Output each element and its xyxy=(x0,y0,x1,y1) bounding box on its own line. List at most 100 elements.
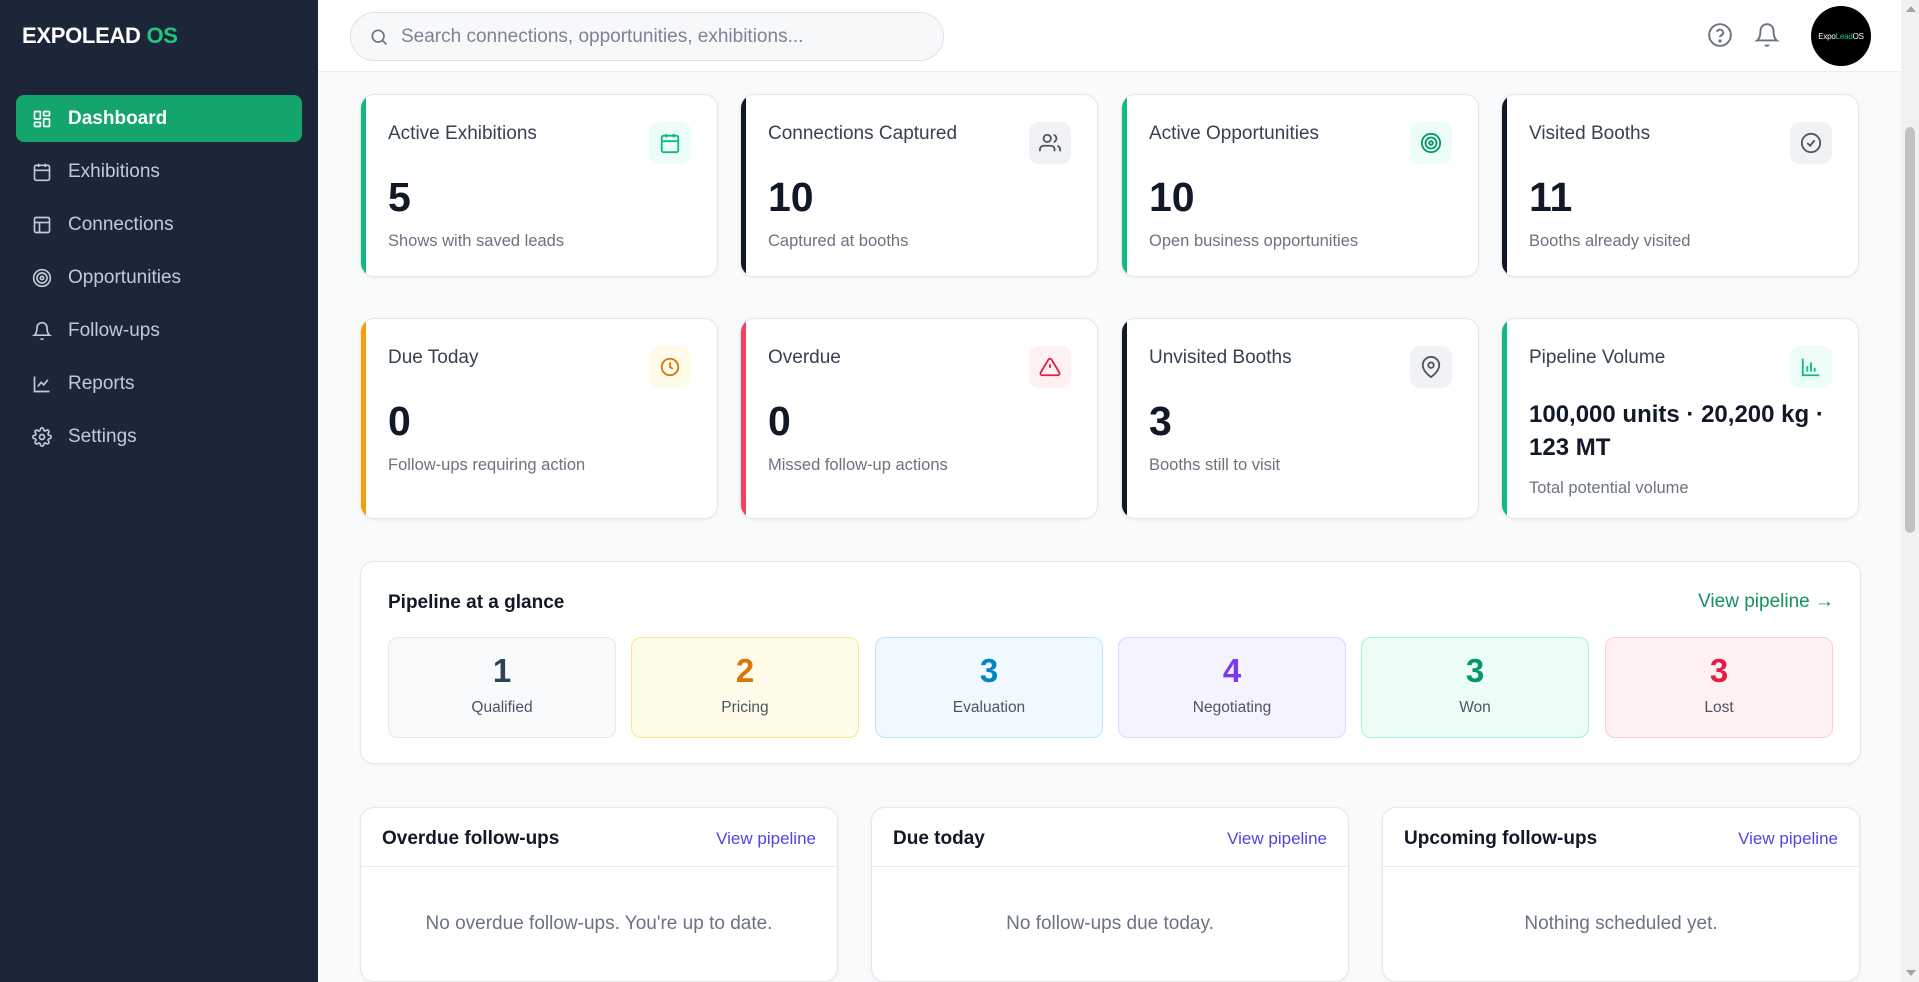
stage-count: 2 xyxy=(735,652,755,689)
panel-header: Due today View pipeline xyxy=(872,808,1348,867)
card-accent-bar xyxy=(361,95,366,276)
card-value: 0 xyxy=(768,398,791,444)
pipeline-panel: Pipeline at a glance View pipeline → 1 Q… xyxy=(360,561,1861,764)
stat-card-visited-booths[interactable]: Visited Booths 11 Booths already visited xyxy=(1501,94,1859,277)
stat-card-unvisited-booths[interactable]: Unvisited Booths 3 Booths still to visit xyxy=(1121,318,1479,519)
sidebar: EXPOLEAD OS Dashboard Exhibitions Connec… xyxy=(0,0,318,982)
scrollbar-thumb[interactable] xyxy=(1905,127,1915,533)
avatar-text-2: Lead xyxy=(1835,31,1853,41)
card-accent-bar xyxy=(1122,95,1127,276)
view-pipeline-link[interactable]: View pipeline → xyxy=(1698,591,1834,612)
bell-icon xyxy=(32,321,52,340)
panel-title: Overdue follow-ups xyxy=(382,828,560,849)
scroll-down-arrow-icon[interactable] xyxy=(1906,970,1916,976)
card-value: 5 xyxy=(388,174,411,220)
table-icon xyxy=(33,216,51,233)
search-box[interactable] xyxy=(350,12,944,61)
card-subtitle: Missed follow-up actions xyxy=(768,456,948,474)
card-value: 10 xyxy=(1149,174,1195,220)
card-value: 100,000 units · 20,200 kg · 123 MT xyxy=(1529,401,1824,461)
target-icon xyxy=(1410,122,1452,164)
stat-card-pipeline-volume[interactable]: Pipeline Volume 100,000 units · 20,200 k… xyxy=(1501,318,1859,519)
stat-card-due-today[interactable]: Due Today 0 Follow-ups requiring action xyxy=(360,318,718,519)
sidebar-item-follow-ups[interactable]: Follow-ups xyxy=(16,307,302,354)
panel-header: Overdue follow-ups View pipeline xyxy=(361,808,837,867)
sidebar-item-settings[interactable]: Settings xyxy=(16,413,302,460)
pipeline-stage-won[interactable]: 3 Won xyxy=(1361,637,1589,738)
clock-icon xyxy=(649,346,691,388)
sidebar-item-label: Reports xyxy=(68,372,135,394)
sidebar-item-opportunities[interactable]: Opportunities xyxy=(16,254,302,301)
panel-header: Upcoming follow-ups View pipeline xyxy=(1383,808,1859,867)
due-today-panel: Due today View pipeline No follow-ups du… xyxy=(871,807,1349,982)
card-accent-bar xyxy=(741,319,746,518)
card-subtitle: Open business opportunities xyxy=(1149,232,1359,250)
brand-accent: OS xyxy=(146,23,178,48)
pipeline-stage-evaluation[interactable]: 3 Evaluation xyxy=(875,637,1103,738)
card-title: Visited Booths xyxy=(1529,123,1651,144)
sidebar-item-connections[interactable]: Connections xyxy=(16,201,302,248)
sidebar-item-exhibitions[interactable]: Exhibitions xyxy=(16,148,302,195)
bell-icon[interactable] xyxy=(1754,22,1780,48)
card-value: 11 xyxy=(1529,174,1573,220)
pipeline-stage-lost[interactable]: 3 Lost xyxy=(1605,637,1833,738)
empty-state-message: Nothing scheduled yet. xyxy=(1524,913,1718,934)
view-pipeline-link[interactable]: View pipeline xyxy=(716,829,816,848)
view-pipeline-link[interactable]: View pipeline xyxy=(1738,829,1838,848)
sidebar-item-label: Exhibitions xyxy=(68,160,160,182)
card-title: Unvisited Booths xyxy=(1149,347,1292,368)
card-value: 10 xyxy=(768,174,814,220)
stage-label: Won xyxy=(1459,699,1491,716)
calendar-icon xyxy=(649,122,691,164)
empty-state-message: No overdue follow-ups. You're up to date… xyxy=(425,913,773,934)
card-accent-bar xyxy=(741,95,746,276)
card-title: Overdue xyxy=(768,347,841,368)
search-input[interactable] xyxy=(401,25,921,48)
card-value: 3 xyxy=(1149,398,1172,444)
stat-card-overdue[interactable]: Overdue 0 Missed follow-up actions xyxy=(740,318,1098,519)
sidebar-item-label: Dashboard xyxy=(68,107,168,129)
check-circle-icon xyxy=(1790,122,1832,164)
avatar[interactable]: Expo Lead OS xyxy=(1811,6,1871,66)
stage-count: 3 xyxy=(1709,652,1729,689)
help-icon[interactable] xyxy=(1707,22,1733,48)
card-value: 0 xyxy=(388,398,411,444)
stage-label: Lost xyxy=(1704,699,1734,716)
view-pipeline-link[interactable]: View pipeline xyxy=(1227,829,1327,848)
card-title: Due Today xyxy=(388,347,479,368)
stat-card-active-opportunities[interactable]: Active Opportunities 10 Open business op… xyxy=(1121,94,1479,277)
brand-name: EXPOLEAD xyxy=(22,23,141,48)
stat-card-connections-captured[interactable]: Connections Captured 10 Captured at boot… xyxy=(740,94,1098,277)
target-icon xyxy=(32,268,52,287)
card-subtitle: Booths already visited xyxy=(1529,232,1691,250)
sidebar-item-label: Follow-ups xyxy=(68,319,160,341)
panel-title: Due today xyxy=(893,828,985,849)
scrollbar[interactable] xyxy=(1901,0,1919,982)
sidebar-item-reports[interactable]: Reports xyxy=(16,360,302,407)
pipeline-stage-pricing[interactable]: 2 Pricing xyxy=(631,637,859,738)
brand-logo[interactable]: EXPOLEAD OS xyxy=(22,23,178,49)
users-icon xyxy=(1029,122,1071,164)
pipeline-stage-qualified[interactable]: 1 Qualified xyxy=(388,637,616,738)
search-icon xyxy=(371,29,388,45)
section-title: Pipeline at a glance xyxy=(388,592,565,613)
panel-title: Upcoming follow-ups xyxy=(1404,828,1598,849)
sidebar-item-dashboard[interactable]: Dashboard xyxy=(16,95,302,142)
card-title: Active Exhibitions xyxy=(388,123,537,144)
stage-count: 3 xyxy=(1465,652,1485,689)
dashboard-icon xyxy=(33,110,51,127)
calendar-icon xyxy=(33,163,51,181)
stat-card-active-exhibitions[interactable]: Active Exhibitions 5 Shows with saved le… xyxy=(360,94,718,277)
card-accent-bar xyxy=(361,319,366,518)
scroll-up-arrow-icon[interactable] xyxy=(1906,6,1916,12)
stage-count: 3 xyxy=(979,652,999,689)
card-title: Connections Captured xyxy=(768,123,958,144)
card-title: Pipeline Volume xyxy=(1529,347,1666,368)
sidebar-item-label: Settings xyxy=(68,425,137,447)
stage-label: Negotiating xyxy=(1192,699,1272,716)
map-pin-icon xyxy=(1410,346,1452,388)
avatar-text-1: Expo xyxy=(1818,31,1836,41)
stage-count: 1 xyxy=(492,652,512,689)
pipeline-stage-negotiating[interactable]: 4 Negotiating xyxy=(1118,637,1346,738)
